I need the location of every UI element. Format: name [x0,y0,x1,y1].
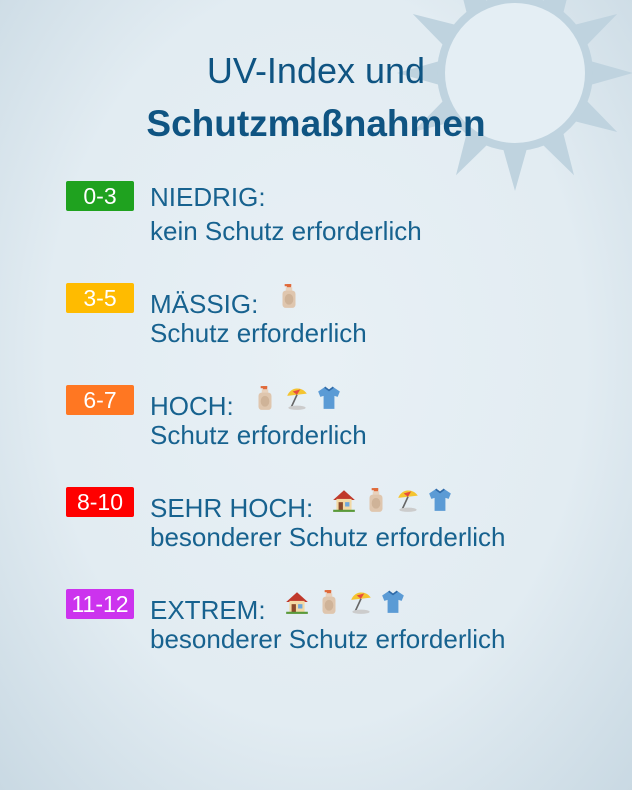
protection-icons [252,385,342,427]
lotion-bottle-icon [316,589,342,631]
uv-range-badge: 3-5 [66,283,134,313]
uv-level-description: besonderer Schutz erforderlich [150,624,506,654]
lotion-bottle-icon [276,283,302,325]
uv-range-badge: 0-3 [66,181,134,211]
lotion-bottle-icon [252,385,278,427]
uv-level-label: HOCH: [150,391,234,421]
protection-icons [276,283,302,325]
shirt-icon [427,487,453,529]
uv-level-label: SEHR HOCH: [150,493,314,523]
title-line-1: UV-Index und [206,50,426,91]
title-line-2: Schutzmaßnahmen [146,103,486,144]
uv-level-description: Schutz erforderlich [150,420,367,450]
sun-icon [397,0,632,191]
uv-range-badge: 6-7 [66,385,134,415]
protection-icons [284,589,406,631]
house-icon [331,487,357,529]
uv-level-row: 0-3 NIEDRIG: kein Schutz erforderlich [66,181,626,261]
uv-level-row: 11-12 EXTREM: besonderer Schutz erforder… [66,589,626,669]
uv-level-description: Schutz erforderlich [150,318,367,348]
uv-level-row: 8-10 SEHR HOCH: besonderer Schutz erford… [66,487,626,567]
lotion-bottle-icon [363,487,389,529]
beach-umbrella-icon [284,385,310,427]
beach-umbrella-icon [348,589,374,631]
uv-level-description: kein Schutz erforderlich [150,216,422,246]
uv-level-label: EXTREM: [150,595,266,625]
protection-icons [331,487,453,529]
beach-umbrella-icon [395,487,421,529]
uv-level-label: MÄSSIG: [150,289,259,319]
house-icon [284,589,310,631]
shirt-icon [380,589,406,631]
uv-level-row: 3-5 MÄSSIG: Schutz erforderlich [66,283,626,363]
uv-level-label: NIEDRIG: [150,182,266,212]
uv-level-row: 6-7 HOCH: Schutz erforderlich [66,385,626,465]
uv-range-badge: 8-10 [66,487,134,517]
uv-range-badge: 11-12 [66,589,134,619]
shirt-icon [316,385,342,427]
uv-level-description: besonderer Schutz erforderlich [150,522,506,552]
